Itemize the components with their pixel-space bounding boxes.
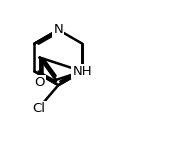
Text: Cl: Cl — [32, 102, 45, 115]
Text: N: N — [53, 23, 63, 36]
Text: O: O — [34, 77, 45, 89]
Text: NH: NH — [72, 65, 92, 78]
